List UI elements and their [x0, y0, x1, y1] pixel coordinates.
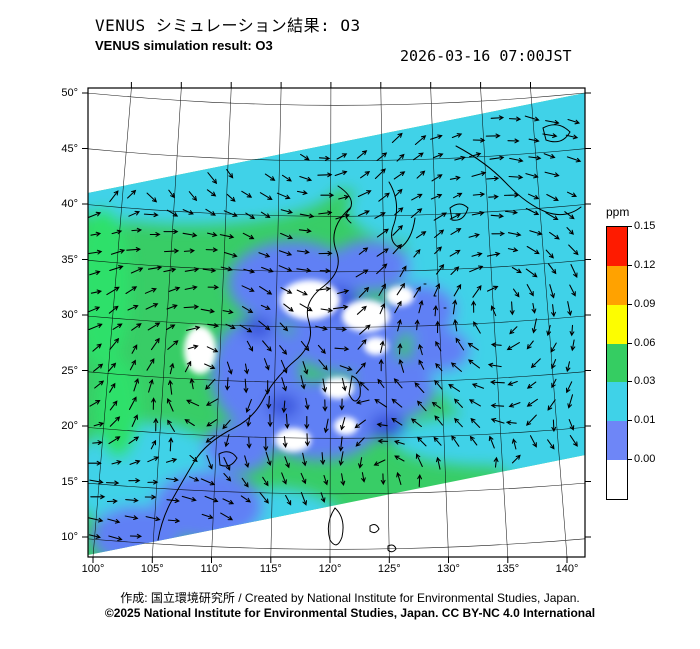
- map-plot: [82, 82, 591, 563]
- o3-blob: [342, 300, 390, 332]
- lon-tick-label: 135°: [496, 563, 520, 575]
- lat-tick-label: 10°: [61, 531, 78, 543]
- lat-tick-label: 50°: [61, 87, 78, 99]
- colorbar-tick-label: 0.12: [634, 258, 656, 271]
- colorbar-tick: [627, 459, 632, 461]
- o3-blob: [203, 423, 273, 473]
- colorbar-tick: [627, 420, 632, 422]
- plot-frame: [87, 87, 586, 558]
- lon-tick-label: 130°: [437, 563, 460, 575]
- colorbar-tick-label: 0.01: [634, 414, 656, 427]
- colorbar-tick-label: 0.03: [634, 375, 656, 388]
- colorbar-segment: [607, 460, 627, 499]
- lat-tick-label: 40°: [61, 198, 78, 210]
- o3-blob: [243, 317, 273, 339]
- colorbar-tick-label: 0.00: [634, 453, 656, 466]
- lon-tick-label: 115°: [259, 563, 282, 575]
- o3-blob: [275, 428, 311, 452]
- lon-tick-label: 105°: [140, 563, 164, 575]
- colorbar-segment: [607, 382, 627, 422]
- lon-tick-label: 125°: [377, 563, 401, 575]
- colorbar-tick: [627, 303, 632, 305]
- title-japanese: VENUS シミュレーション結果: O3: [95, 16, 361, 35]
- colorbar-unit-label: ppm: [606, 205, 630, 219]
- timestamp: 2026-03-16 07:00JST: [400, 47, 572, 65]
- o3-blob: [370, 413, 406, 439]
- o3-blob: [351, 356, 435, 420]
- colorbar-tick: [627, 226, 632, 227]
- o3-blob: [88, 208, 131, 368]
- lat-tick-label: 20°: [61, 420, 78, 432]
- colorbar: [606, 226, 628, 500]
- lon-tick-label: 120°: [318, 563, 342, 575]
- map-layers: [88, 88, 585, 557]
- colorbar-tick: [627, 264, 632, 266]
- colorbar-tick-label: 0.06: [634, 336, 656, 349]
- colorbar-tick: [627, 381, 632, 383]
- o3-blob: [184, 326, 216, 374]
- o3-blob: [364, 337, 388, 355]
- o3-blob: [330, 240, 410, 292]
- colorbar-segment: [607, 343, 627, 383]
- lon-tick-label: 110°: [200, 563, 223, 575]
- colorbar-segment: [607, 421, 627, 461]
- lat-tick-label: 15°: [61, 475, 78, 488]
- credit-line-1: 作成: 国立環境研究所 / Created by National Instit…: [120, 591, 580, 605]
- credit-line-2: ©2025 National Institute for Environment…: [104, 606, 596, 620]
- o3-blob: [393, 414, 583, 466]
- colorbar-segment: [607, 304, 627, 344]
- lat-tick-label: 45°: [61, 142, 78, 155]
- o3-blob: [153, 471, 263, 541]
- o3-blob: [280, 280, 340, 320]
- lat-tick-label: 30°: [61, 309, 78, 321]
- colorbar-tick-label: 0.15: [634, 220, 656, 232]
- o3-blob: [386, 286, 414, 306]
- o3-blob: [334, 417, 358, 435]
- title-english: VENUS simulation result: O3: [95, 38, 273, 53]
- colorbar-segment: [607, 265, 627, 305]
- o3-blob: [267, 394, 299, 418]
- lat-tick-label: 25°: [61, 364, 78, 377]
- o3-blob: [348, 173, 488, 243]
- wind-vectors: [88, 115, 582, 542]
- graticule: [88, 88, 585, 557]
- lon-tick-label: 100°: [81, 563, 105, 575]
- colorbar-segment: [607, 227, 627, 266]
- lat-tick-label: 35°: [61, 253, 78, 266]
- colorbar-tick: [627, 342, 632, 344]
- lon-tick-label: 140°: [555, 563, 579, 575]
- coastlines: [157, 124, 582, 553]
- axis-ticks: [82, 82, 591, 563]
- colorbar-tick-label: 0.09: [634, 297, 656, 310]
